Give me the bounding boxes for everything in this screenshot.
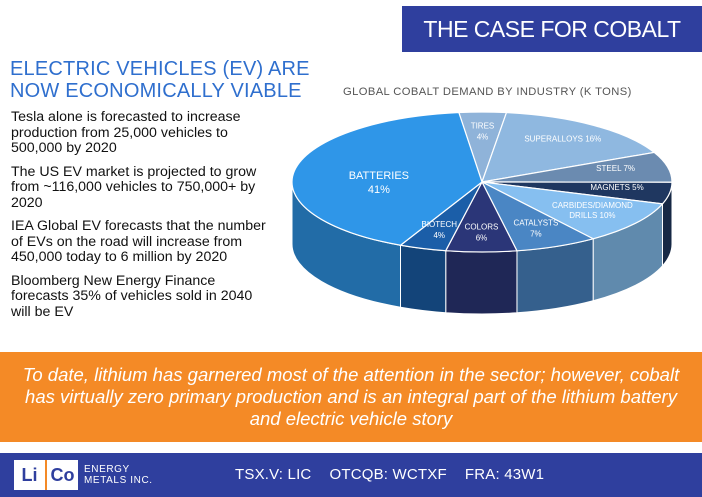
pie-slice-batteries [291, 111, 483, 246]
pie-side-biotech [400, 244, 447, 314]
logo-li-text: Li [21, 464, 38, 485]
pie-label-tires: TIRES 4% [471, 122, 495, 142]
pie-label-carbides-diamond-drills: CARBIDES/DIAMOND DRILLS 10% [552, 201, 633, 220]
company-logo: Li Co [14, 460, 78, 490]
heading-line-2: NOW ECONOMICALLY VIABLE [10, 80, 302, 102]
pie-side-colors [445, 250, 518, 315]
pie-slice-carbides-diamond-drills [481, 181, 664, 240]
pie-slice-superalloys [481, 111, 656, 183]
page-title: THE CASE FOR COBALT [402, 6, 702, 52]
logo-co-text: Co [45, 460, 78, 490]
pie-label-colors: COLORS 6% [465, 222, 499, 242]
bullet-item: The US EV market is projected to grow fr… [11, 163, 257, 211]
company-name-line-1: ENERGY [84, 464, 130, 475]
pie-label-magnets: MAGNETS 5% [590, 183, 643, 192]
callout-banner: To date, lithium has garnered most of th… [0, 352, 702, 442]
ticker-list: TSX.V: LIC OTCQB: WCTXF FRA: 43W1 [235, 466, 562, 483]
bullet-item: Tesla alone is forecasted to increase pr… [11, 109, 241, 156]
ticker-otcqb: OTCQB: WCTXF [329, 466, 447, 483]
pie-chart-svg: TIRES 4% SUPERALLOYS 16% STEEL 7% MAGNETS 5%… [291, 111, 673, 315]
bullet-item: Bloomberg New Energy Finance forecasts 3… [11, 272, 253, 320]
pie-chart: TIRES 4% SUPERALLOYS 16% STEEL 7% MAGNETS 5%… [280, 100, 702, 350]
bullet-item: IEA Global EV forecasts that the number … [11, 218, 266, 265]
section-heading: ELECTRIC VEHICLES (EV) ARE NOW ECONOMICA… [10, 58, 310, 102]
company-name-line-2: METALS INC. [84, 475, 153, 486]
footer-bar: Li Co ENERGY METALS INC. TSX.V: LIC OTCQB… [0, 453, 702, 497]
pie-label-superalloys: SUPERALLOYS 16% [524, 134, 601, 143]
pie-label-biotech: BIOTECH 4% [421, 220, 457, 240]
pie-label-catalysts: CATALYSTS 7% [513, 218, 558, 238]
ticker-fra: FRA: 43W1 [464, 466, 545, 483]
ticker-tsxv: TSX.V: LIC [235, 466, 312, 483]
callout-text: To date, lithium has garnered most of th… [22, 364, 680, 429]
bullet-list: Tesla alone is forecasted to increase pr… [11, 109, 273, 328]
pie-label-steel: STEEL 7% [596, 164, 635, 173]
heading-line-1: ELECTRIC VEHICLES (EV) ARE [10, 58, 310, 80]
company-name: ENERGY METALS INC. [84, 464, 153, 486]
pie-label-batteries: BATTERIES 41% [349, 170, 409, 196]
chart-title: GLOBAL COBALT DEMAND BY INDUSTRY (K TONS… [343, 86, 632, 98]
